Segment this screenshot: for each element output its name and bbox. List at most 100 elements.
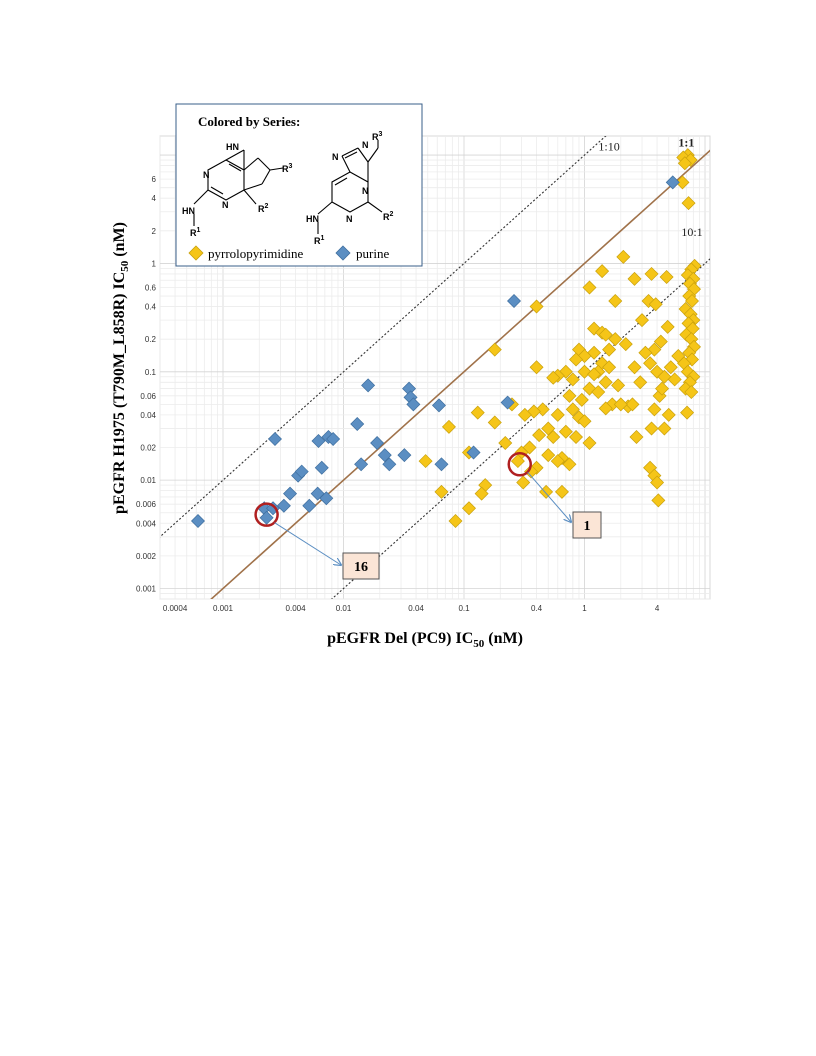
data-point [671, 348, 686, 363]
data-point [677, 156, 692, 171]
data-point [487, 415, 502, 430]
data-point [361, 378, 376, 393]
data-point [311, 433, 326, 448]
y-tick-label: 0.006 [136, 500, 157, 509]
callout-circle [507, 452, 532, 477]
legend-label-pyrrolopyrimidine: pyrrolopyrimidine [208, 246, 304, 261]
y-tick-label: 0.02 [140, 444, 156, 453]
data-point [660, 319, 675, 334]
y-tick-label: 0.01 [140, 476, 156, 485]
y-axis-title: pEGFR H1975 (T790M_L858R) IC50 (nM) [111, 222, 131, 514]
structure-label: HN [182, 206, 195, 216]
data-point [510, 454, 525, 469]
data-point [539, 484, 554, 499]
data-points [190, 148, 702, 528]
data-point [267, 431, 282, 446]
data-point [675, 175, 690, 190]
y-tick-label: 0.002 [136, 552, 157, 561]
callout-label: 1 [584, 519, 591, 534]
data-point [507, 294, 522, 309]
data-point [602, 342, 617, 357]
data-point [587, 367, 602, 382]
x-axis-title: pEGFR Del (PC9) IC50 (nM) [327, 630, 523, 650]
data-point [259, 510, 274, 525]
data-point [314, 460, 329, 475]
structure-label: N [203, 170, 210, 180]
y-tick-label: 0.004 [136, 519, 157, 528]
x-tick-label: 0.0004 [163, 604, 188, 613]
data-point [613, 397, 628, 412]
data-point [608, 332, 623, 347]
structure-label: HN [306, 214, 319, 224]
data-point [498, 436, 513, 451]
structure-label: HN [226, 142, 239, 152]
data-point [326, 431, 341, 446]
reference-line-label: 1:1 [678, 136, 694, 150]
data-point [529, 299, 544, 314]
data-point [370, 436, 385, 451]
data-point [653, 334, 668, 349]
y-tick-label: 4 [152, 194, 157, 203]
series-pyrrolopyrimidine [418, 148, 702, 528]
structure-label: N [362, 140, 369, 150]
legend-box [175, 103, 423, 267]
data-point [541, 448, 556, 463]
reference-line-labels: 1:10 1:1 10:1 [598, 136, 702, 239]
data-point [598, 401, 613, 416]
data-point [434, 484, 449, 499]
callout-box [342, 552, 380, 580]
pyrrolopyrimidine-structure-icon [193, 149, 284, 226]
data-point [500, 395, 515, 410]
data-point [627, 271, 642, 286]
y-tick-label: 0.04 [140, 411, 156, 420]
x-tick-label: 0.004 [286, 604, 307, 613]
data-point [565, 372, 580, 387]
callout-label: 16 [354, 560, 368, 575]
structure-label: R2 [258, 203, 269, 214]
callout-arrow [274, 522, 341, 565]
legend-label-purine: purine [356, 246, 389, 261]
data-point [569, 430, 584, 445]
data-point [541, 421, 556, 436]
data-point [665, 175, 680, 190]
y-tick-label: 0.1 [145, 368, 157, 377]
legend-marker-pyrrolopyrimidine [188, 245, 204, 261]
data-point [647, 402, 662, 417]
reference-line-1-to-10 [160, 136, 607, 538]
data-point [644, 266, 659, 281]
y-tick-label: 0.06 [140, 392, 156, 401]
structure-label: R3 [282, 163, 293, 174]
data-point [350, 416, 365, 431]
structure-label: R1 [314, 235, 325, 246]
data-point [582, 436, 597, 451]
data-point [448, 513, 463, 528]
data-point [418, 454, 433, 469]
data-point [582, 280, 597, 295]
data-point [294, 464, 309, 479]
data-point [644, 421, 659, 436]
structure-label: N [362, 186, 369, 196]
y-tick-label: 6 [152, 175, 157, 184]
purine-structure-icon [317, 140, 383, 234]
callout-arrow [527, 471, 571, 522]
legend-marker-purine [335, 245, 351, 261]
data-point [487, 342, 502, 357]
callout-box [572, 511, 602, 539]
data-point [684, 385, 699, 400]
data-point [550, 454, 565, 469]
data-point [319, 491, 334, 506]
data-point [651, 493, 666, 508]
data-point [550, 407, 565, 422]
x-tick-label: 0.001 [213, 604, 234, 613]
data-point [595, 264, 610, 279]
legend: Colored by Series: HN N N R3 R2 HN R1 [175, 103, 423, 267]
data-point [591, 385, 606, 400]
data-point [618, 337, 633, 352]
data-point [648, 297, 663, 312]
x-tick-label: 1 [582, 604, 587, 613]
data-point [562, 457, 577, 472]
y-tick-label: 0.2 [145, 335, 157, 344]
data-point [441, 419, 456, 434]
y-tick-label: 0.4 [145, 303, 157, 312]
